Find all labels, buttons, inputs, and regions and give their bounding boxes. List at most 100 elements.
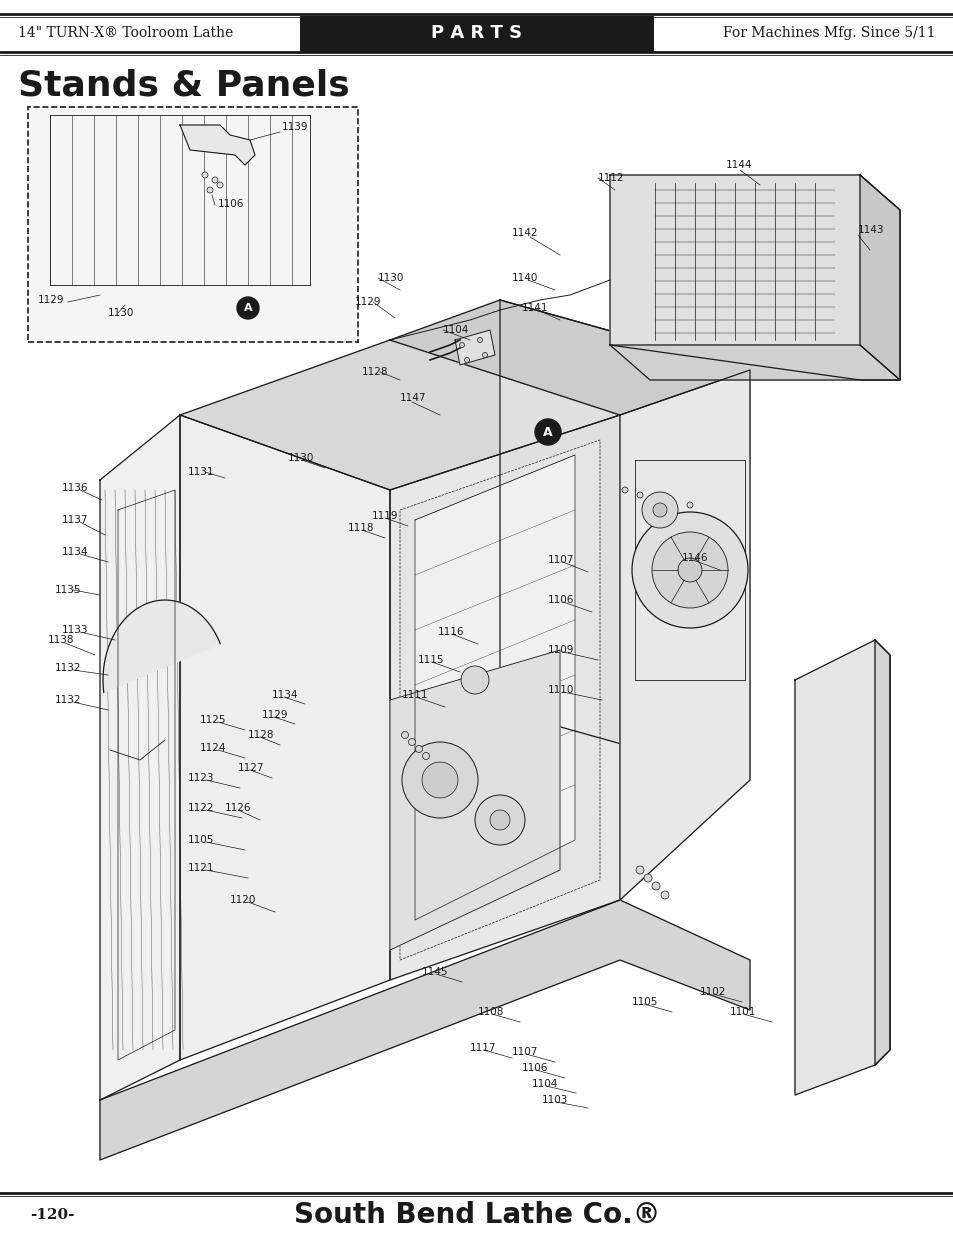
Circle shape (637, 492, 642, 498)
Text: 1130: 1130 (377, 273, 404, 283)
Circle shape (651, 532, 727, 608)
Polygon shape (619, 370, 749, 900)
Text: 1128: 1128 (361, 367, 388, 377)
Text: 1125: 1125 (200, 715, 226, 725)
Circle shape (236, 296, 258, 319)
Text: 1139: 1139 (282, 122, 308, 132)
Circle shape (401, 742, 477, 818)
Text: 1104: 1104 (442, 325, 469, 335)
Text: 1140: 1140 (512, 273, 537, 283)
Text: 1132: 1132 (55, 695, 81, 705)
Text: -120-: -120- (30, 1208, 74, 1221)
Polygon shape (455, 330, 495, 366)
Circle shape (421, 762, 457, 798)
Polygon shape (100, 415, 180, 1100)
Text: 14" TURN-X® Toolroom Lathe: 14" TURN-X® Toolroom Lathe (18, 26, 233, 40)
Bar (29, 107, 356, 341)
Text: 1123: 1123 (188, 773, 214, 783)
Text: 1106: 1106 (521, 1063, 548, 1073)
Circle shape (652, 503, 666, 517)
Text: South Bend Lathe Co.®: South Bend Lathe Co.® (294, 1200, 659, 1229)
Text: 1137: 1137 (62, 515, 89, 525)
Circle shape (216, 182, 223, 188)
Polygon shape (859, 175, 899, 380)
Polygon shape (794, 640, 889, 1095)
Text: 1105: 1105 (188, 835, 214, 845)
Text: 1118: 1118 (348, 522, 375, 534)
Text: A: A (542, 426, 552, 438)
Text: 1106: 1106 (547, 595, 574, 605)
Text: 1142: 1142 (512, 228, 537, 238)
Circle shape (422, 752, 429, 760)
Text: 1120: 1120 (230, 895, 256, 905)
Circle shape (459, 342, 464, 347)
Text: 1110: 1110 (547, 685, 574, 695)
Text: 1132: 1132 (55, 663, 81, 673)
Text: 1107: 1107 (512, 1047, 537, 1057)
Text: 1141: 1141 (521, 303, 548, 312)
Circle shape (641, 492, 678, 529)
Text: 1101: 1101 (729, 1007, 756, 1016)
Circle shape (408, 739, 416, 746)
Bar (28, 107, 357, 342)
Circle shape (401, 731, 408, 739)
Text: 1128: 1128 (248, 730, 274, 740)
Polygon shape (874, 640, 889, 1065)
Text: For Machines Mfg. Since 5/11: For Machines Mfg. Since 5/11 (722, 26, 935, 40)
Text: 1115: 1115 (417, 655, 444, 664)
Text: 1126: 1126 (225, 803, 252, 813)
Polygon shape (399, 440, 599, 960)
Text: 1143: 1143 (857, 225, 883, 235)
Circle shape (482, 352, 487, 357)
Text: 1130: 1130 (288, 453, 314, 463)
Text: 1131: 1131 (188, 467, 214, 477)
Text: 1146: 1146 (681, 553, 708, 563)
Bar (299, 16, 654, 52)
Text: 1135: 1135 (55, 585, 81, 595)
Text: 1147: 1147 (399, 393, 426, 403)
Text: 1129: 1129 (38, 295, 65, 305)
Circle shape (678, 558, 701, 582)
Text: 1144: 1144 (725, 161, 752, 170)
Circle shape (686, 501, 692, 508)
Circle shape (490, 810, 510, 830)
Text: 1117: 1117 (470, 1044, 496, 1053)
Text: 1119: 1119 (372, 511, 398, 521)
Circle shape (643, 874, 651, 882)
Text: 1111: 1111 (401, 690, 428, 700)
Circle shape (621, 487, 627, 493)
Text: 1129: 1129 (262, 710, 288, 720)
Circle shape (651, 882, 659, 890)
Text: A: A (243, 303, 252, 312)
Text: 1145: 1145 (421, 967, 448, 977)
Circle shape (464, 357, 469, 363)
Text: 1102: 1102 (700, 987, 725, 997)
Circle shape (212, 177, 218, 183)
Text: 1130: 1130 (108, 308, 134, 317)
Text: 1133: 1133 (62, 625, 89, 635)
Text: 1136: 1136 (62, 483, 89, 493)
Text: 1134: 1134 (62, 547, 89, 557)
Text: 1103: 1103 (541, 1095, 568, 1105)
Text: 1104: 1104 (532, 1079, 558, 1089)
Text: 1138: 1138 (48, 635, 74, 645)
Text: 1122: 1122 (188, 803, 214, 813)
Polygon shape (609, 345, 899, 380)
Text: 1134: 1134 (272, 690, 298, 700)
Polygon shape (390, 650, 559, 950)
Polygon shape (415, 454, 575, 920)
Circle shape (657, 496, 662, 503)
Circle shape (460, 666, 489, 694)
Circle shape (207, 186, 213, 193)
Text: 1129: 1129 (355, 296, 381, 308)
Circle shape (535, 419, 560, 445)
Polygon shape (180, 340, 619, 490)
Text: P A R T S: P A R T S (431, 23, 522, 42)
Text: 1108: 1108 (477, 1007, 504, 1016)
Circle shape (477, 337, 482, 342)
Circle shape (475, 795, 524, 845)
Circle shape (416, 746, 422, 752)
Polygon shape (180, 125, 254, 165)
Circle shape (202, 172, 208, 178)
Text: Stands & Panels: Stands & Panels (18, 68, 350, 103)
